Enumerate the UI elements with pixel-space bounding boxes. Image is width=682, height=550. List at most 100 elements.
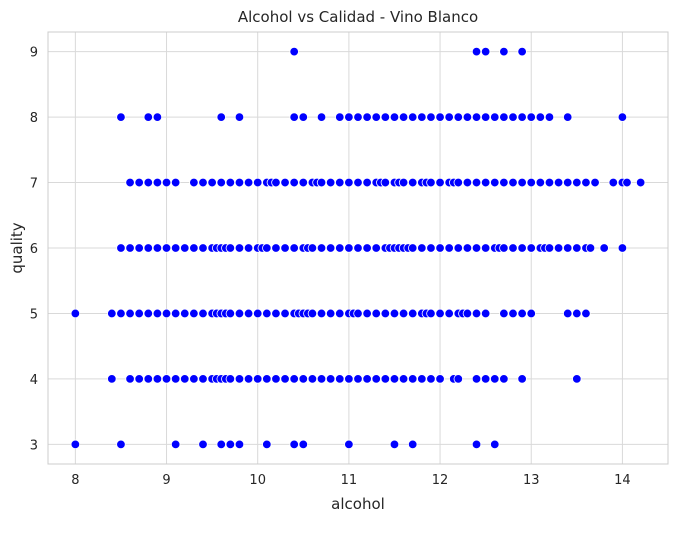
- data-point: [125, 177, 135, 188]
- x-tick-label: 9: [162, 473, 170, 488]
- data-point: [617, 112, 628, 122]
- data-point: [362, 177, 372, 188]
- data-point: [225, 243, 236, 253]
- data-point: [572, 308, 582, 319]
- data-point: [480, 374, 491, 384]
- data-point: [462, 177, 473, 188]
- data-point: [480, 46, 491, 57]
- data-point: [426, 177, 436, 188]
- data-point: [398, 177, 409, 188]
- data-point: [517, 46, 527, 57]
- data-point: [243, 177, 254, 188]
- data-point: [152, 374, 163, 384]
- data-point: [389, 112, 400, 122]
- data-point: [462, 112, 473, 122]
- data-point: [170, 374, 181, 384]
- data-point: [490, 112, 500, 122]
- data-point: [216, 177, 226, 188]
- data-point: [526, 308, 536, 319]
- data-point: [490, 374, 500, 384]
- data-point: [553, 177, 564, 188]
- data-point: [325, 374, 336, 384]
- data-point: [134, 243, 144, 253]
- data-point: [590, 177, 600, 188]
- data-point: [371, 243, 381, 253]
- data-point: [480, 308, 491, 319]
- y-tick-label: 3: [30, 438, 38, 453]
- data-point: [572, 243, 582, 253]
- data-point: [198, 374, 208, 384]
- data-point: [380, 177, 391, 188]
- data-point: [198, 177, 208, 188]
- data-point: [480, 243, 491, 253]
- data-point: [408, 243, 418, 253]
- data-point: [234, 112, 245, 122]
- x-tick-label: 14: [614, 473, 631, 488]
- y-tick-label: 5: [30, 307, 38, 322]
- data-point: [198, 243, 208, 253]
- data-point: [389, 308, 400, 319]
- data-point: [116, 439, 126, 450]
- data-points: [70, 46, 646, 450]
- data-point: [480, 112, 491, 122]
- data-point: [225, 439, 236, 450]
- data-point: [417, 243, 427, 253]
- data-point: [408, 439, 418, 450]
- data-point: [325, 243, 336, 253]
- data-point: [453, 177, 463, 188]
- data-point: [325, 308, 336, 319]
- data-point: [198, 439, 208, 450]
- data-point: [353, 112, 363, 122]
- data-point: [408, 374, 418, 384]
- data-point: [444, 243, 454, 253]
- data-point: [316, 308, 327, 319]
- data-point: [499, 177, 509, 188]
- data-point: [508, 243, 518, 253]
- data-point: [344, 177, 354, 188]
- data-point: [225, 308, 236, 319]
- data-point: [517, 243, 527, 253]
- data-point: [371, 112, 381, 122]
- data-point: [435, 374, 445, 384]
- data-point: [262, 308, 272, 319]
- data-point: [116, 308, 126, 319]
- data-point: [70, 439, 81, 450]
- data-point: [234, 374, 245, 384]
- data-point: [553, 243, 564, 253]
- data-point: [344, 439, 354, 450]
- data-point: [608, 177, 618, 188]
- data-point: [253, 374, 263, 384]
- data-point: [544, 112, 555, 122]
- data-point: [180, 243, 190, 253]
- data-point: [307, 308, 318, 319]
- data-point: [335, 177, 345, 188]
- data-point: [289, 439, 299, 450]
- data-point: [216, 439, 226, 450]
- x-axis-label: alcohol: [331, 495, 385, 513]
- data-point: [471, 243, 482, 253]
- data-point: [353, 243, 363, 253]
- data-point: [262, 374, 272, 384]
- data-point: [152, 112, 163, 122]
- data-point: [444, 112, 454, 122]
- data-point: [417, 112, 427, 122]
- data-point: [253, 177, 263, 188]
- data-point: [353, 308, 363, 319]
- data-point: [585, 243, 596, 253]
- data-point: [471, 112, 482, 122]
- data-point: [563, 308, 573, 319]
- data-point: [170, 177, 181, 188]
- data-point: [380, 308, 391, 319]
- data-point: [526, 243, 536, 253]
- data-point: [563, 112, 573, 122]
- data-point: [152, 243, 163, 253]
- data-point: [490, 177, 500, 188]
- data-point: [134, 177, 144, 188]
- data-point: [435, 177, 445, 188]
- data-point: [526, 112, 536, 122]
- data-point: [161, 308, 172, 319]
- data-point: [198, 308, 208, 319]
- data-point: [353, 177, 363, 188]
- data-point: [362, 112, 372, 122]
